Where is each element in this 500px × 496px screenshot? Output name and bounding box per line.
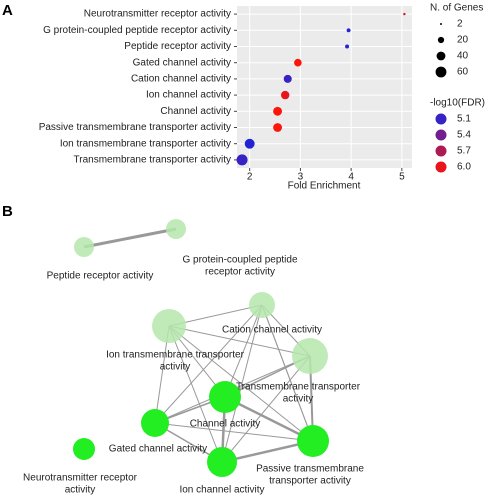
- node-label: activity: [65, 485, 96, 496]
- node-label: Neurotransmitter receptor: [23, 473, 138, 484]
- dot: [345, 44, 350, 49]
- legend-color: [435, 161, 447, 173]
- dot: [244, 138, 255, 149]
- dot: [346, 28, 351, 33]
- y-tick-label: Ion transmembrane transporter activity: [60, 138, 231, 149]
- node: [141, 409, 169, 437]
- y-tick-label: Peptide receptor activity: [124, 41, 231, 52]
- node-label: Ion channel activity: [179, 485, 264, 496]
- edge: [168, 325, 311, 357]
- node-label: Gated channel activity: [109, 444, 207, 455]
- edge: [83, 227, 177, 249]
- legend-size: [436, 51, 446, 61]
- y-tick-label: Gated channel activity: [133, 57, 231, 68]
- legend-label: 5.7: [457, 146, 471, 157]
- node: [249, 292, 275, 318]
- dot: [273, 123, 283, 132]
- y-tick-label: Cation channel activity: [131, 74, 231, 85]
- node-label: activity: [160, 362, 191, 373]
- node-label: G protein-coupled peptide: [182, 255, 298, 266]
- node: [207, 447, 237, 477]
- node-label: Channel activity: [190, 419, 261, 430]
- node-label: Passive transmembrane: [256, 464, 364, 475]
- x-axis-title: Fold Enrichment: [288, 181, 361, 192]
- y-tick-label: Passive transmembrane transporter activi…: [39, 122, 231, 133]
- node-label: receptor activity: [205, 267, 275, 278]
- node: [209, 381, 241, 413]
- y-tick-label: G protein-coupled peptide receptor activ…: [43, 25, 231, 36]
- legend-label: 20: [457, 35, 469, 46]
- x-tick-label: 2: [247, 172, 253, 183]
- dot: [236, 154, 248, 166]
- node: [152, 309, 186, 343]
- legend-size: [437, 36, 445, 44]
- legend-color: [435, 145, 447, 157]
- edge: [221, 304, 263, 463]
- legend-label: 40: [457, 51, 469, 62]
- node-label: Peptide receptor activity: [47, 271, 154, 282]
- node: [73, 438, 95, 460]
- panel-label: B: [2, 203, 13, 220]
- node: [292, 338, 328, 374]
- y-tick-label: Transmembrane transporter activity: [74, 155, 231, 166]
- panel-label: A: [2, 2, 13, 19]
- dot: [280, 90, 290, 100]
- legend-size: [435, 66, 447, 78]
- edge: [261, 304, 314, 442]
- node-label: Cation channel activity: [222, 325, 322, 336]
- node: [74, 237, 94, 257]
- legend-label: 2: [457, 19, 463, 30]
- dot: [403, 12, 406, 16]
- y-tick-label: Ion channel activity: [146, 90, 231, 101]
- node-label: activity: [283, 394, 314, 405]
- dot: [273, 106, 283, 116]
- x-tick-label: 4: [348, 172, 354, 183]
- legend-size: [440, 23, 442, 25]
- edge: [154, 304, 263, 424]
- node: [297, 425, 329, 457]
- legend-title: -log10(FDR): [430, 98, 485, 109]
- edge: [224, 304, 263, 398]
- y-tick-label: Neurotransmitter receptor activity: [84, 9, 231, 20]
- edge: [168, 325, 223, 463]
- node-label: transporter activity: [269, 476, 351, 487]
- x-tick-label: 5: [399, 172, 405, 183]
- legend-label: 5.4: [457, 130, 471, 141]
- legend-color: [435, 129, 447, 141]
- legend-color: [435, 113, 447, 125]
- y-tick-label: Channel activity: [160, 106, 231, 117]
- dot: [283, 74, 292, 83]
- edge: [154, 422, 314, 442]
- plot-background: [237, 6, 412, 168]
- legend-label: 60: [457, 67, 469, 78]
- dot: [294, 58, 302, 67]
- edge: [168, 325, 314, 442]
- legend-label: 6.0: [457, 162, 471, 173]
- legend-title: N. of Genes: [430, 3, 483, 14]
- node-label: Ion transmembrane transporter: [106, 350, 245, 361]
- edge: [221, 355, 311, 463]
- node-label: Transmembrane transporter: [236, 382, 361, 393]
- edge: [224, 395, 314, 443]
- x-tick-label: 3: [298, 172, 304, 183]
- node: [166, 219, 186, 239]
- legend-label: 5.1: [457, 114, 471, 125]
